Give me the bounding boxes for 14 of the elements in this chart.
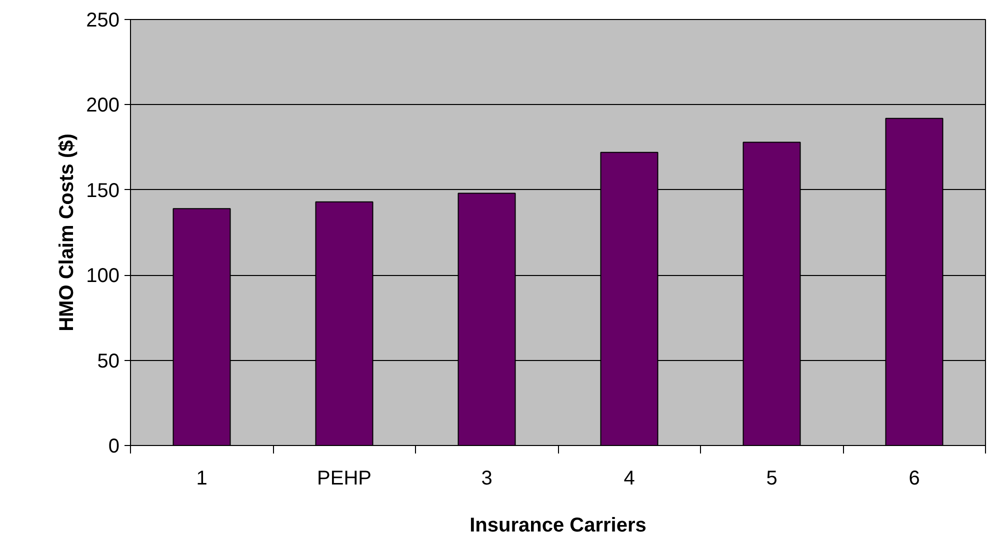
- y-tick-label: 150: [86, 180, 120, 202]
- x-tick-label: 4: [624, 468, 635, 490]
- x-tick-label: 6: [908, 468, 920, 490]
- x-tick-label: 5: [766, 468, 778, 490]
- x-tick-label: PEHP: [317, 468, 372, 490]
- y-axis-title: HMO Claim Costs ($): [56, 134, 78, 332]
- y-tick-label: 50: [97, 350, 120, 372]
- x-tick-label: 3: [481, 468, 492, 490]
- y-tick-label: 200: [86, 94, 120, 117]
- x-tick-label: 1: [196, 468, 208, 490]
- x-axis-title: Insurance Carriers: [470, 514, 646, 536]
- y-tick-label: 250: [86, 10, 120, 32]
- y-tick-label: 0: [108, 436, 120, 458]
- y-tick-label: 100: [86, 265, 120, 288]
